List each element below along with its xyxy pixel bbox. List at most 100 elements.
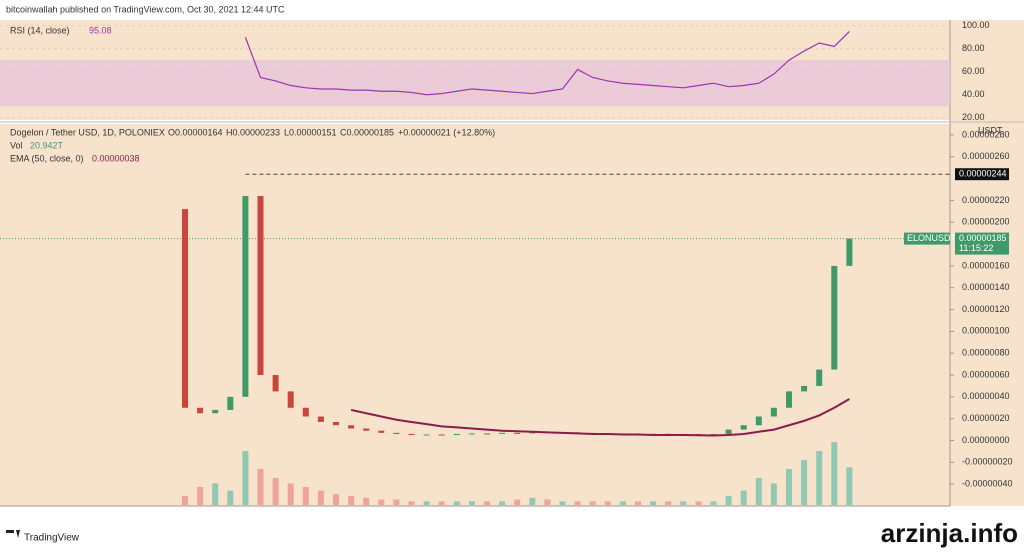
volume-bar [619, 501, 626, 505]
y-tick-label: 0.00000140 [962, 282, 1010, 292]
volume-bar [695, 501, 702, 505]
volume-bar [484, 501, 490, 505]
candle [333, 421, 339, 426]
ema-value: 0.00000038 [92, 153, 140, 163]
volume-bar [529, 497, 536, 505]
rsi-value: 95.08 [89, 25, 112, 35]
candle [770, 407, 777, 417]
candle [272, 375, 279, 392]
volume-bar [514, 499, 521, 505]
candle [287, 391, 294, 408]
volume-bar [574, 501, 581, 505]
price-title: Dogelon / Tether USD, 1D, POLONIEX [10, 127, 165, 137]
candle [408, 433, 415, 436]
candle [348, 425, 355, 429]
candle [378, 430, 385, 433]
y-tick-label: 0.00000220 [962, 195, 1010, 205]
y-tick-label: -0.00000040 [962, 479, 1013, 489]
volume-bar [831, 442, 838, 505]
volume-bar [212, 483, 219, 505]
y-tick-label: 0.00000020 [962, 413, 1010, 423]
volume-bar [423, 501, 430, 505]
volume-bar [272, 478, 279, 505]
volume-bar [559, 501, 566, 505]
volume-bar [801, 460, 808, 505]
y-tick-label: 0.00000000 [962, 435, 1010, 445]
y-tick-label: 0.00000100 [962, 326, 1010, 336]
high-label: 0.00000244 [959, 169, 1007, 179]
candle [257, 196, 264, 376]
countdown: 11:15:22 [959, 243, 993, 253]
ohlc: +0.00000021 (+12.80%) [398, 127, 495, 137]
volume-bar [680, 501, 687, 505]
candle [786, 391, 792, 408]
ema-name: EMA (50, close, 0) [10, 153, 84, 163]
volume-bar [770, 483, 777, 505]
volume-bar [408, 501, 415, 505]
y-tick-label: 20.00 [962, 112, 985, 122]
volume-bar [755, 478, 762, 505]
last-label: 0.00000185 [959, 233, 1007, 243]
volume-bar [438, 501, 445, 505]
candle [514, 432, 521, 434]
volume-bar [589, 501, 596, 505]
volume-bar [816, 451, 823, 505]
price-axis [950, 20, 1024, 506]
header: bitcoinwallah published on TradingView.c… [6, 4, 285, 14]
volume-bar [257, 469, 264, 505]
volume-bar [333, 494, 339, 505]
rsi-title: RSI (14, close) [10, 25, 70, 35]
candle [423, 434, 430, 436]
volume-bar [302, 487, 309, 505]
volume-bar [227, 490, 234, 505]
volume-bar [363, 497, 370, 505]
candle [755, 416, 762, 426]
volume-bar [468, 501, 475, 505]
volume-bar [710, 501, 717, 505]
volume-bar [348, 496, 355, 505]
high-label-bg [955, 168, 1009, 181]
candle [725, 429, 732, 434]
ohlc: C0.00000185 [340, 127, 394, 137]
volume-bar [499, 501, 506, 505]
candle [212, 409, 219, 414]
currency: USDT [978, 125, 1003, 135]
rsi-line [244, 30, 850, 96]
volume-bar [650, 501, 657, 505]
y-tick-label: 40.00 [962, 89, 985, 99]
candle [242, 196, 249, 397]
price-pane [0, 124, 950, 506]
volume-bar [197, 487, 204, 505]
volume-bar [182, 496, 188, 505]
volume-bar [242, 451, 249, 505]
candle [438, 434, 445, 436]
y-tick-label: 0.00000080 [962, 348, 1010, 358]
candle [499, 432, 506, 434]
candle [227, 396, 234, 410]
candle [393, 432, 400, 434]
symbol: ELONUSDT [907, 233, 957, 243]
candle [801, 385, 808, 392]
candle [302, 407, 309, 417]
y-tick-label: 0.00000280 [962, 129, 1010, 139]
volume-bar [725, 496, 732, 505]
candle [182, 209, 188, 408]
y-tick-label: 60.00 [962, 66, 985, 76]
vol-name: Vol [10, 140, 23, 150]
ohlc: L0.00000151 [284, 127, 337, 137]
y-tick-label: -0.00000020 [962, 457, 1013, 467]
vol-value: 20.942T [30, 140, 64, 150]
tv-logo [6, 530, 20, 538]
candle [816, 369, 823, 386]
volume-bar [393, 499, 400, 505]
volume-bar [378, 499, 385, 505]
volume-bar [544, 499, 551, 505]
volume-bar [604, 501, 611, 505]
ema-line [350, 398, 850, 437]
volume-bar [786, 469, 792, 505]
volume-bar [453, 501, 460, 505]
symbol-bg [904, 232, 950, 245]
y-tick-label: 100.00 [962, 20, 990, 30]
candle [710, 433, 717, 435]
